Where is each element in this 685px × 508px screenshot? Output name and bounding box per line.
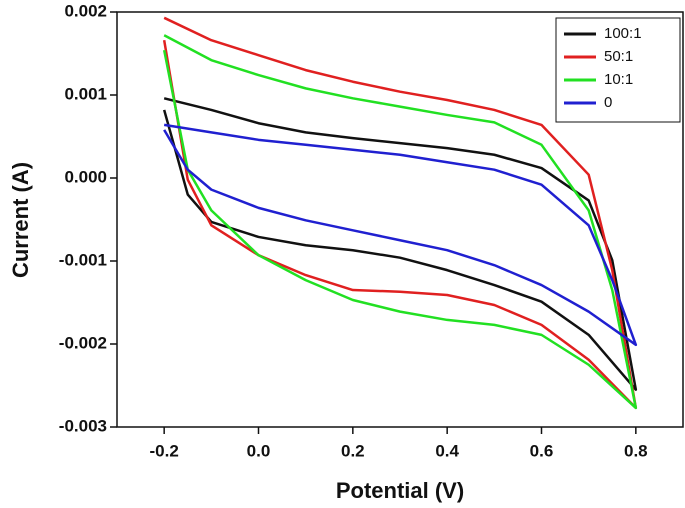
y-axis-title: Current (A) — [8, 162, 33, 278]
data-line — [162, 97, 638, 391]
legend-label: 50:1 — [604, 48, 633, 65]
y-tick-label: 0.002 — [64, 1, 107, 20]
y-tick-label: 0.000 — [64, 167, 107, 186]
y-tick-label: 0.001 — [64, 84, 107, 103]
x-axis-title: Potential (V) — [336, 478, 464, 503]
x-tick-label: 0.8 — [624, 441, 648, 460]
x-tick-label: 0.2 — [341, 441, 365, 460]
x-tick-label: 0.6 — [530, 441, 554, 460]
y-tick-label: -0.003 — [59, 416, 107, 435]
x-tick-label: 0.4 — [435, 441, 459, 460]
legend-label: 100:1 — [604, 25, 642, 42]
x-tick-label: 0.0 — [247, 441, 271, 460]
y-tick-label: -0.001 — [59, 250, 107, 269]
legend-label: 10:1 — [604, 71, 633, 88]
y-tick-label: -0.002 — [59, 333, 107, 352]
data-line — [163, 123, 638, 347]
data-line — [162, 34, 638, 410]
legend-label: 0 — [604, 94, 612, 111]
x-tick-label: -0.2 — [150, 441, 179, 460]
plot-frame — [116, 11, 684, 428]
